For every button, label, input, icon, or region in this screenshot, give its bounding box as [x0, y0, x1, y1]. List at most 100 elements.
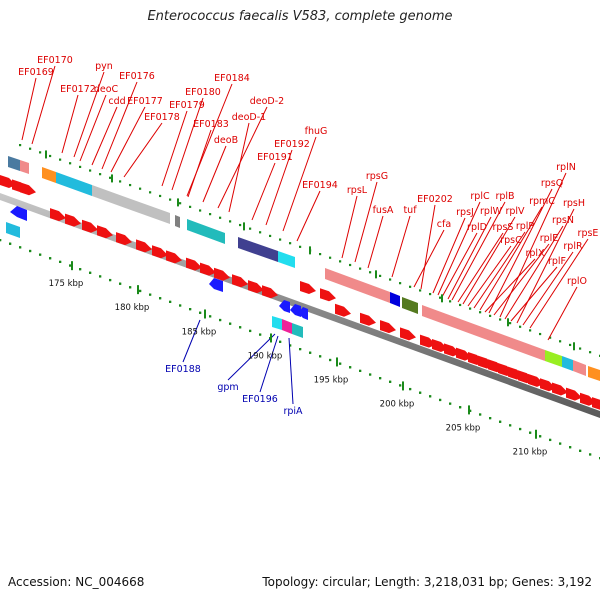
- scale-dot: [79, 165, 82, 168]
- gene-leader-line: [529, 238, 589, 329]
- forward-gene-label: rplW: [480, 206, 503, 217]
- scale-dot: [439, 296, 442, 299]
- scale-dot: [19, 246, 22, 249]
- gene-leader-line: [31, 65, 56, 145]
- scale-dot: [159, 297, 162, 300]
- scale-dot: [579, 449, 582, 452]
- scale-dot: [549, 438, 552, 442]
- scale-dot: [379, 274, 382, 277]
- forward-arrow: [65, 213, 81, 227]
- scale-dot: [239, 223, 242, 227]
- forward-gene-leaders: [21, 65, 589, 341]
- forward-arrow: [300, 281, 316, 294]
- forward-gene-label: cfa: [437, 219, 451, 230]
- scale-dot: [409, 387, 412, 391]
- gene-leader-line: [522, 251, 574, 326]
- forward-arrow: [186, 257, 202, 271]
- gene-block: [325, 268, 390, 303]
- scale-dot: [479, 311, 482, 314]
- scale-dot: [449, 402, 452, 405]
- scale-dot: [309, 351, 312, 354]
- gene-block: [56, 172, 92, 196]
- scale-dot: [419, 391, 422, 394]
- gene-block: [588, 366, 600, 381]
- gene-block: [272, 316, 282, 330]
- scale-dot: [189, 308, 192, 311]
- scale-dot: [229, 220, 232, 223]
- gene-block: [562, 356, 573, 371]
- gene-block: [278, 251, 295, 268]
- scale-dot: [539, 332, 542, 336]
- scale-dot: [109, 176, 112, 179]
- forward-gene-label: rplO: [567, 276, 587, 287]
- scale-dot: [419, 289, 422, 292]
- scale-dot: [389, 278, 392, 281]
- gene-leader-line: [479, 206, 543, 311]
- scale-dot: [79, 268, 82, 271]
- scale-dot: [229, 322, 232, 325]
- gene-leader-line: [79, 94, 107, 162]
- scale-dot: [339, 362, 342, 365]
- forward-gene-label: fusA: [373, 205, 394, 216]
- forward-gene-blocks: [8, 156, 600, 381]
- gene-leader-line: [499, 172, 567, 318]
- scale-dot: [569, 343, 572, 347]
- scale-dot: [459, 303, 462, 307]
- scale-dot: [119, 282, 122, 285]
- scale-dot: [319, 355, 322, 358]
- scale-dot: [489, 417, 492, 420]
- forward-gene-label: rpsQ: [541, 178, 563, 189]
- reverse-arrow: [279, 300, 290, 313]
- gene-block: [8, 156, 20, 171]
- forward-arrow: [400, 327, 416, 341]
- scale-dot: [119, 180, 122, 183]
- scale-dot: [449, 300, 452, 303]
- scale-dot: [129, 286, 132, 289]
- reverse-gene-labels: EF0188 gpm EF0196 rpiA: [165, 364, 303, 417]
- scale-dot: [589, 351, 592, 354]
- forward-gene-label: EF0202: [417, 194, 453, 205]
- gene-block: [92, 185, 128, 209]
- gene-leader-line: [171, 97, 204, 191]
- scale-dot: [249, 227, 252, 230]
- gene-leader-line: [462, 216, 516, 305]
- forward-arrow: [20, 182, 36, 196]
- forward-gene-label: rplD: [467, 222, 487, 233]
- gene-block: [42, 167, 56, 183]
- scale-dot: [219, 318, 222, 322]
- forward-arrow: [166, 250, 182, 264]
- scale-dot: [89, 271, 92, 274]
- forward-arrow: [50, 208, 66, 222]
- scale-dot: [329, 256, 332, 259]
- kbp-tick-label: 195 kbp: [314, 375, 349, 385]
- forward-arrow: [82, 219, 98, 233]
- gene-block: [175, 215, 180, 228]
- scale-dot: [549, 336, 552, 339]
- scale-dot: [189, 205, 192, 208]
- forward-arrow: [320, 288, 336, 302]
- reverse-arrow: [209, 278, 223, 292]
- kbp-labels: 175 kbp 180 kbp 185 kbp 190 kbp 195 kbp 200 k…: [45, 150, 575, 458]
- forward-arrows: [0, 175, 600, 410]
- forward-gene-label: rplP: [516, 221, 535, 232]
- scale-dot: [199, 311, 202, 314]
- scale-dot: [29, 147, 32, 150]
- scale-dot: [169, 300, 172, 303]
- forward-gene-label: EF0194: [302, 180, 338, 191]
- forward-gene-label: rplB: [495, 191, 514, 202]
- scale-dot: [399, 384, 402, 387]
- forward-gene-label: EF0178: [144, 112, 180, 123]
- gene-leader-line: [510, 266, 558, 322]
- forward-arrow: [380, 320, 396, 334]
- forward-arrow: [592, 397, 600, 410]
- forward-gene-label: deoB: [214, 135, 238, 146]
- gene-block: [292, 323, 303, 338]
- scale-dot: [219, 216, 222, 219]
- scale-dot: [49, 257, 52, 260]
- scale-dot: [439, 398, 442, 402]
- kbp-tick-label: 200 kbp: [380, 399, 415, 409]
- forward-gene-label: EF0177: [127, 96, 163, 107]
- gene-leader-line: [547, 286, 578, 341]
- scale-dot: [519, 325, 522, 328]
- gene-leader-line: [288, 337, 294, 405]
